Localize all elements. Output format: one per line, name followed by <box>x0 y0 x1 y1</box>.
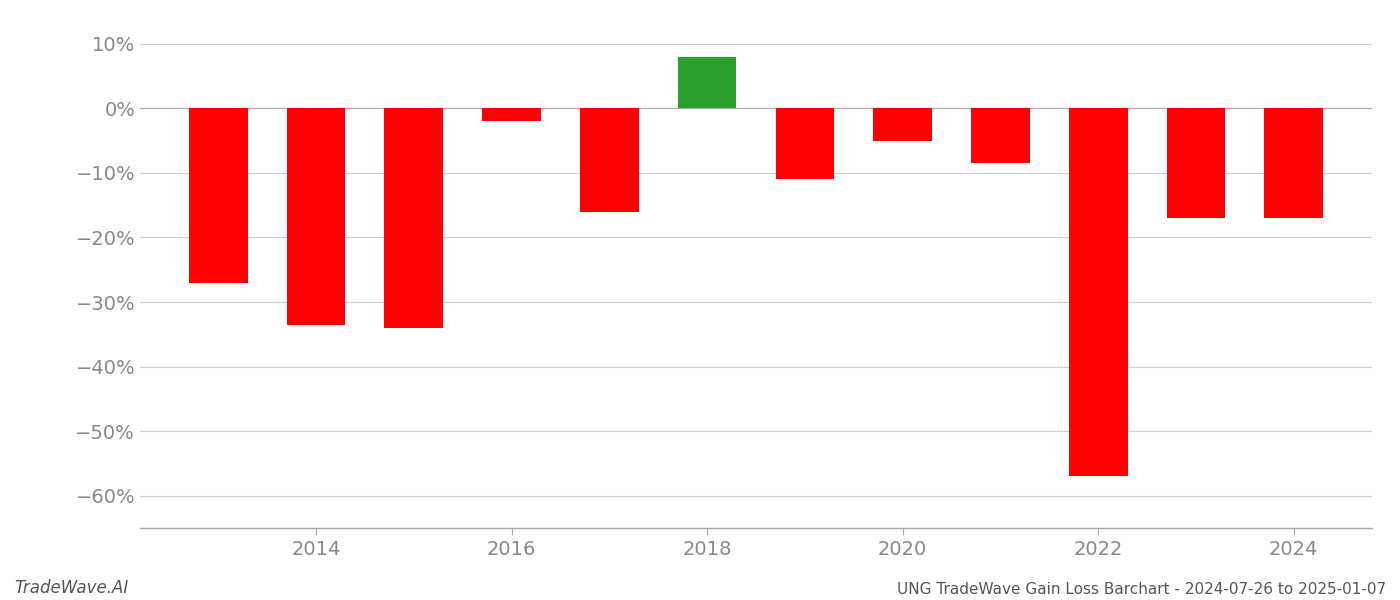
Text: UNG TradeWave Gain Loss Barchart - 2024-07-26 to 2025-01-07: UNG TradeWave Gain Loss Barchart - 2024-… <box>897 582 1386 597</box>
Bar <box>1068 109 1127 476</box>
Bar <box>874 109 932 140</box>
Bar <box>580 109 638 212</box>
Bar <box>287 109 346 325</box>
Bar <box>1166 109 1225 218</box>
Text: TradeWave.AI: TradeWave.AI <box>14 579 129 597</box>
Bar <box>385 109 444 328</box>
Bar <box>972 109 1030 163</box>
Bar <box>189 109 248 283</box>
Bar <box>678 57 736 109</box>
Bar <box>1264 109 1323 218</box>
Bar <box>482 109 540 121</box>
Bar <box>776 109 834 179</box>
